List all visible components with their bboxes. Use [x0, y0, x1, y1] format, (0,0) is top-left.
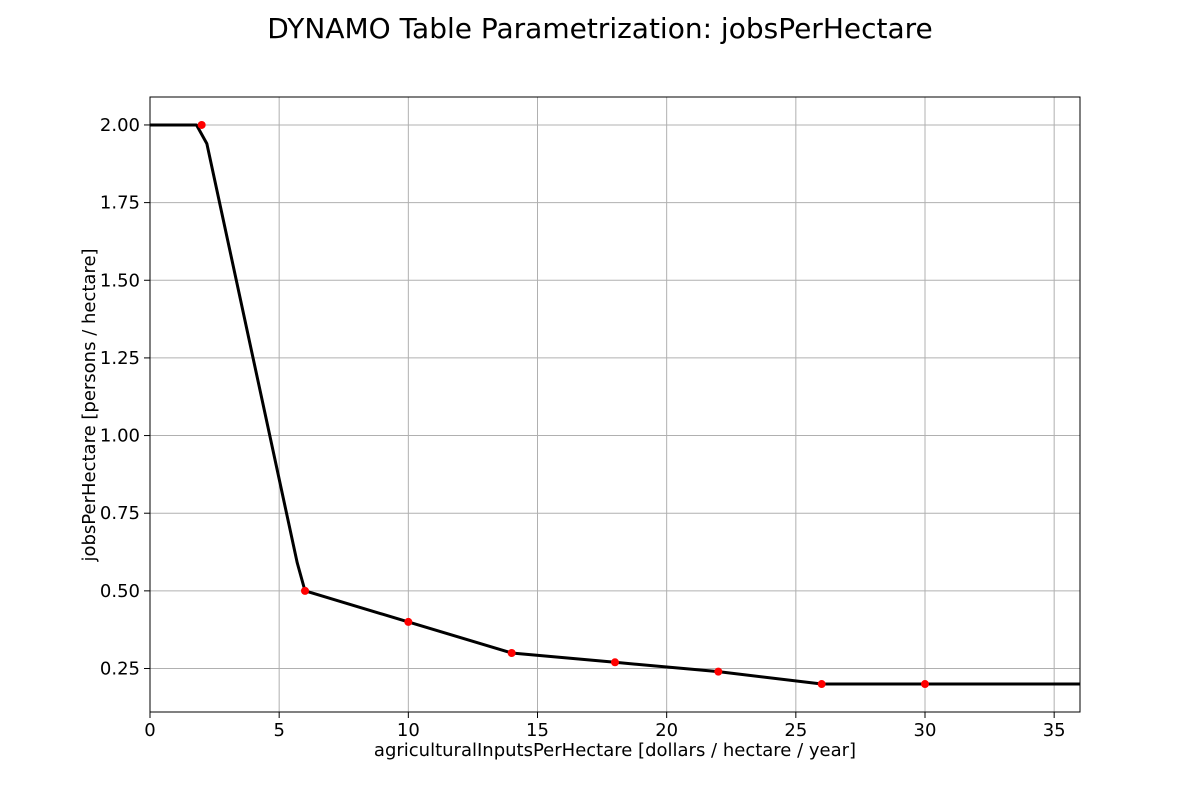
y-tick-label: 2.00 — [100, 115, 140, 136]
x-tick-label: 25 — [784, 720, 807, 741]
y-tick-label: 0.75 — [100, 503, 140, 524]
data-point — [817, 680, 826, 689]
x-axis: 0 5 10 15 20 25 30 35 — [144, 712, 1066, 741]
y-tick-label: 1.25 — [100, 348, 140, 369]
x-tick-label: 30 — [914, 720, 937, 741]
series-line — [150, 123, 1080, 686]
chart-title: DYNAMO Table Parametrization: jobsPerHec… — [267, 12, 933, 45]
x-tick-label: 15 — [526, 720, 549, 741]
x-tick-label: 35 — [1043, 720, 1066, 741]
data-point — [197, 120, 206, 129]
data-point — [611, 658, 619, 667]
data-point — [301, 586, 309, 595]
plot-frame — [149, 96, 1081, 713]
x-tick-label: 0 — [144, 720, 155, 741]
y-tick-label: 1.00 — [100, 426, 140, 447]
data-point — [921, 680, 929, 689]
data-point — [404, 617, 413, 626]
y-axis: 0.25 0.50 0.75 1.00 1.25 1.50 1.75 2.00 — [100, 115, 150, 680]
data-point — [714, 667, 723, 676]
x-tick-label: 20 — [655, 720, 678, 741]
y-tick-label: 0.25 — [100, 659, 140, 680]
y-tick-label: 0.50 — [100, 581, 140, 602]
x-tick-label: 5 — [273, 720, 284, 741]
y-tick-label: 1.75 — [100, 193, 140, 214]
y-tick-label: 1.50 — [100, 270, 140, 291]
grid — [149, 97, 1080, 712]
x-axis-label: agriculturalInputsPerHectare [dollars / … — [374, 740, 856, 761]
plot-area — [150, 120, 1080, 689]
x-tick-label: 10 — [397, 720, 420, 741]
data-point — [507, 648, 516, 657]
y-axis-label: jobsPerHectare [persons / hectare] — [79, 248, 100, 562]
